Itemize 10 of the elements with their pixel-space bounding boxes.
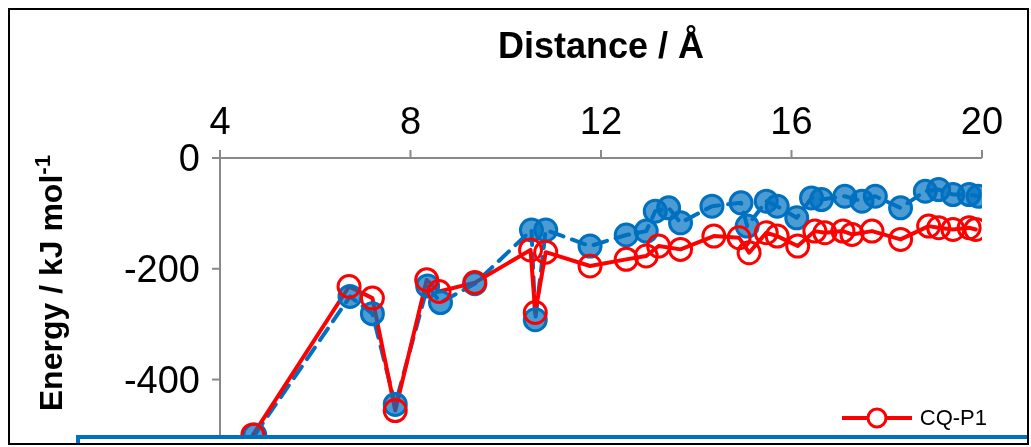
y-tick-label: -400 xyxy=(123,359,200,402)
x-axis-title: Distance / Å xyxy=(497,24,705,66)
x-tick-label: 16 xyxy=(770,100,813,142)
x-tick-label: 8 xyxy=(399,100,422,142)
y-tick-label: 0 xyxy=(178,137,200,180)
x-tick-label: 20 xyxy=(960,100,1004,142)
y-tick-label: -200 xyxy=(123,248,200,291)
legend-label: CQ-P1 xyxy=(919,405,987,431)
x-tick-label: 12 xyxy=(579,100,623,142)
x-tick-label: 4 xyxy=(209,100,231,142)
